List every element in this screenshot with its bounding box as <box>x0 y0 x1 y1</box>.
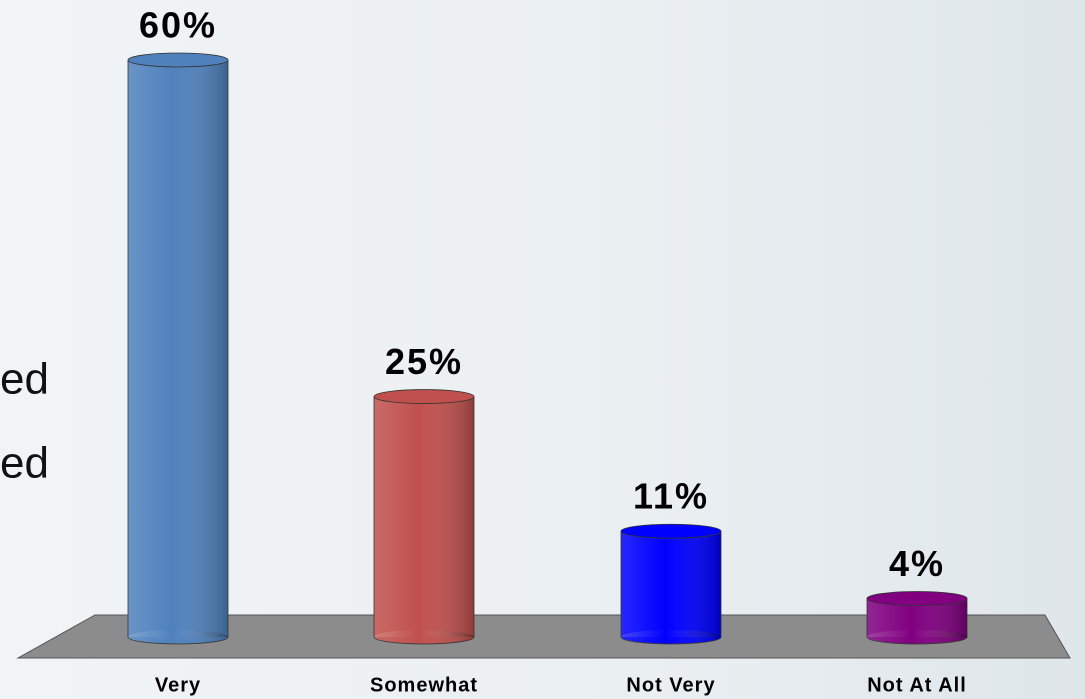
bar-top <box>866 591 968 606</box>
x-tick-label: Not At All <box>867 674 967 696</box>
bar-shade-bottom <box>128 630 228 644</box>
bar-shade <box>374 396 474 637</box>
bar-shade <box>128 60 228 637</box>
value-label: 60% <box>139 5 217 46</box>
x-tick-label: Not Very <box>626 674 715 696</box>
annotation: ed <box>0 355 49 404</box>
value-label: 4% <box>889 543 945 584</box>
bar-top <box>620 523 722 539</box>
value-label: 11% <box>633 476 709 517</box>
bar-top <box>373 389 475 404</box>
value-label: 25% <box>385 341 463 382</box>
floor <box>16 614 1071 659</box>
bar-shade-bottom <box>374 630 474 644</box>
x-tick-label: Very <box>155 674 201 696</box>
bar-shade-bottom <box>867 630 967 644</box>
bar-shade <box>621 531 721 637</box>
bar-shade-bottom <box>621 630 721 644</box>
x-tick-label: Somewhat <box>370 674 478 696</box>
annotation: ed <box>0 439 49 488</box>
bar-top <box>127 52 229 68</box>
